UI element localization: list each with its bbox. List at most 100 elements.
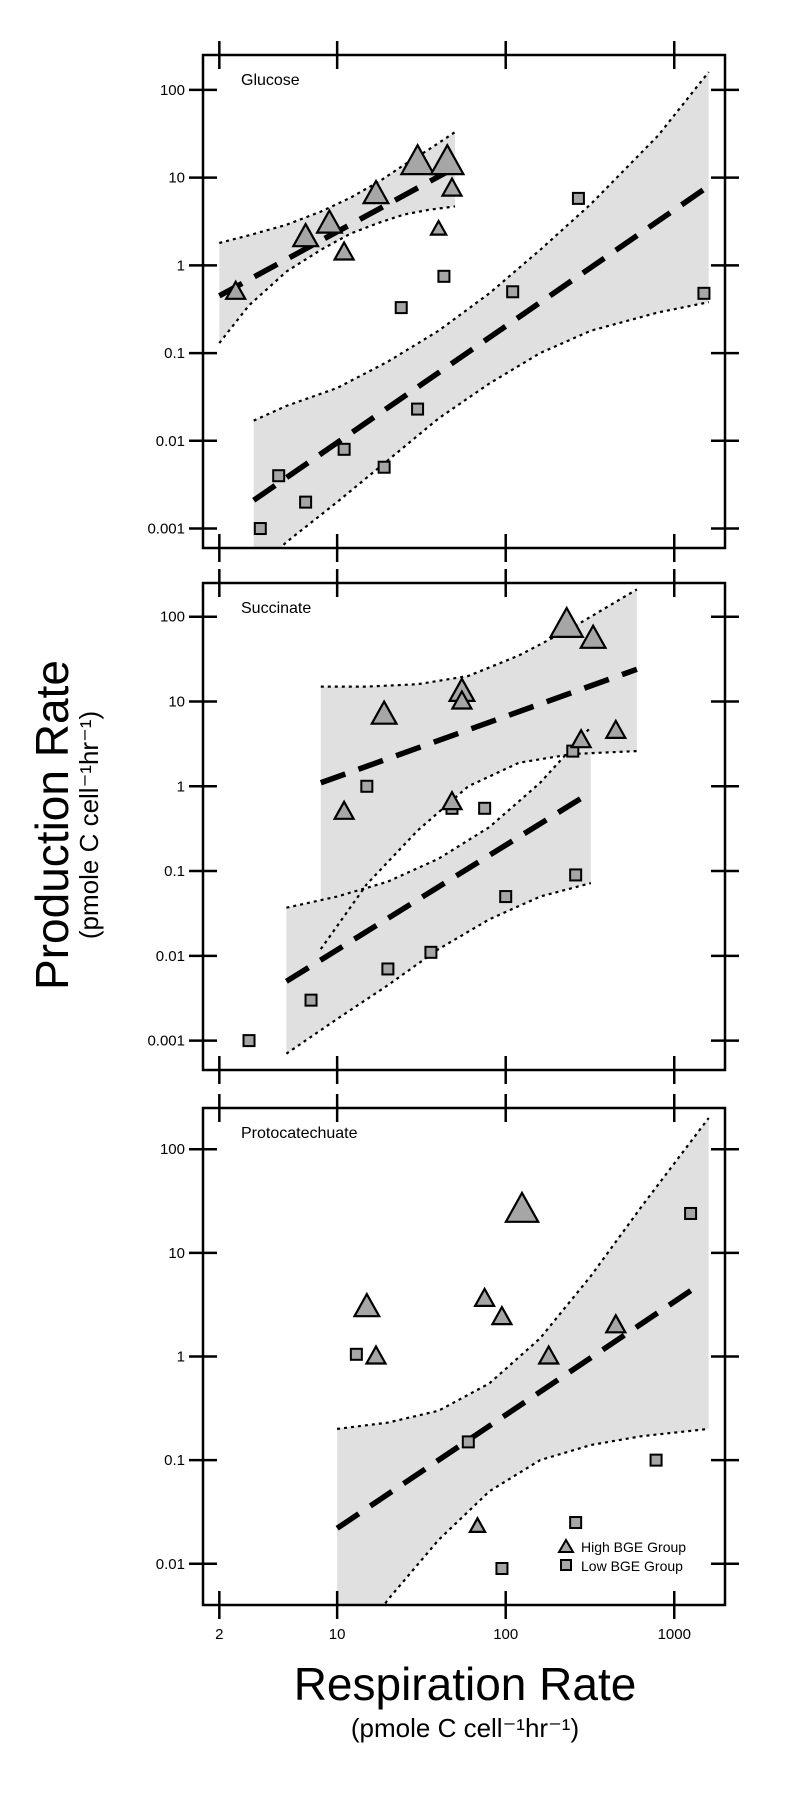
y-tick-label: 0.01: [156, 433, 185, 450]
confidence-band-1: [219, 132, 455, 344]
low-bge-point: [499, 890, 513, 904]
high-bge-point: [440, 176, 464, 197]
high-bge-point: [291, 221, 320, 248]
high-bge-point: [537, 1344, 561, 1365]
low-bge-point: [478, 801, 492, 815]
low-bge-point: [461, 1435, 475, 1449]
confidence-bound-upper-1: [336, 1117, 710, 1430]
low-bge-point: [571, 191, 585, 205]
low-bge-point: [649, 1453, 663, 1467]
high-bge-point: [332, 240, 356, 261]
high-bge-point: [450, 689, 474, 710]
high-bge-point: [315, 208, 344, 234]
panel-title: Protocatechuate: [241, 1125, 358, 1142]
low-bge-point: [684, 1206, 698, 1220]
panel-succinate: 0.001 0.01 0.1 1 10 100 Succinate: [147, 569, 739, 1084]
y-tick-label: 0.01: [156, 948, 185, 965]
low-bge-point: [377, 460, 391, 474]
high-bge-point: [604, 718, 628, 740]
low-bge-point: [253, 522, 267, 536]
panel-glucose: 0.001 0.01 0.1 1 10 100 Glucose: [147, 41, 739, 562]
low-bge-point: [337, 442, 351, 456]
y-tick-label: 0.001: [147, 521, 185, 538]
confidence-band-2: [286, 727, 591, 1054]
confidence-bound-upper-1: [219, 131, 456, 245]
y-tick-label: 10: [168, 694, 185, 711]
y-axis-title-main: Production Rate: [26, 660, 78, 990]
regression-line-2: [284, 789, 593, 984]
x-axis-title-main: Respiration Rate: [294, 1658, 637, 1710]
y-tick-label: 100: [160, 82, 185, 99]
low-bge-point: [349, 1347, 363, 1361]
panel-plot-area: [335, 1117, 710, 1605]
y-axis-title-units: (pmole C cell⁻¹hr⁻¹): [74, 711, 104, 939]
y-axis-title: Production Rate (pmole C cell⁻¹hr⁻¹): [26, 660, 104, 990]
low-bge-point: [304, 993, 318, 1007]
y-tick-label: 1: [177, 257, 185, 274]
confidence-band-1: [320, 589, 637, 950]
low-bge-point: [299, 495, 313, 509]
x-tick-label: 10: [329, 1626, 346, 1643]
low-bge-point: [697, 286, 711, 300]
high-bge-point: [352, 1291, 382, 1318]
high-bge-point: [490, 1304, 514, 1326]
confidence-bound-lower-2: [285, 882, 592, 1055]
confidence-bound-lower-1: [218, 205, 456, 344]
high-bge-point: [364, 1344, 388, 1365]
legend-high-marker: [557, 1538, 575, 1553]
y-tick-label: 1: [177, 778, 185, 795]
low-bge-point: [242, 1034, 256, 1048]
legend-high-label: High BGE Group: [581, 1539, 686, 1555]
high-bge-point: [369, 699, 399, 725]
low-bge-point: [411, 402, 425, 416]
y-tick-label: 0.1: [164, 863, 185, 880]
high-bge-point: [224, 279, 248, 300]
high-bge-point: [361, 178, 391, 205]
x-tick-label: 2: [215, 1626, 223, 1643]
low-bge-point: [569, 1516, 583, 1530]
confidence-bound-lower-2: [278, 301, 709, 548]
x-tick-label: 100: [493, 1626, 518, 1643]
y-tick-label: 10: [168, 1245, 185, 1262]
regression-line-1: [335, 1286, 695, 1531]
high-bge-point: [429, 142, 466, 176]
y-tick-label: 0.01: [156, 1556, 185, 1573]
panel-frame: [201, 53, 727, 550]
low-bge-point: [437, 269, 451, 283]
high-bge-point: [569, 727, 593, 749]
confidence-band-1: [337, 1118, 709, 1605]
high-bge-point: [473, 1286, 496, 1308]
panel-frame: [201, 581, 727, 1072]
y-tick-label: 100: [160, 609, 185, 626]
panel-title: Succinate: [241, 600, 311, 617]
y-tick-label: 0.001: [147, 1033, 185, 1050]
confidence-bound-upper-2: [286, 726, 592, 909]
regression-line-2: [252, 183, 711, 503]
low-bge-point: [381, 962, 395, 976]
y-tick-label: 0.1: [164, 345, 185, 362]
high-bge-point: [548, 605, 585, 639]
low-bge-point: [506, 285, 520, 299]
low-bge-point: [360, 779, 374, 793]
high-bge-point: [332, 799, 356, 820]
regression-line-1: [319, 666, 638, 786]
x-axis-title: Respiration Rate (pmole C cell⁻¹hr⁻¹): [294, 1658, 637, 1743]
panels: 0.001 0.01 0.1 1 10 100 Glucose 0.001 0.01 0.1 1 10…: [147, 41, 739, 1643]
high-bge-point: [578, 623, 608, 649]
y-tick-label: 0.1: [164, 1452, 185, 1469]
confidence-band-2: [253, 72, 709, 548]
legend: High BGE Group Low BGE Group: [557, 1538, 686, 1574]
panel-plot-area: [218, 71, 711, 548]
confidence-bound-lower-1: [382, 1427, 709, 1605]
x-axis-title-units: (pmole C cell⁻¹hr⁻¹): [351, 1713, 579, 1743]
high-bge-point: [429, 218, 449, 236]
panel-plot-area: [242, 588, 638, 1055]
panel-protocatechuate: 0.01 0.1 1 10 100 2 10 100 1000 Protocatechuate Hi…: [156, 1094, 739, 1643]
high-bge-point: [440, 789, 464, 811]
low-bge-point: [394, 301, 408, 315]
low-bge-point: [569, 868, 583, 882]
legend-low-marker: [560, 1559, 572, 1571]
panel-title: Glucose: [241, 72, 300, 89]
